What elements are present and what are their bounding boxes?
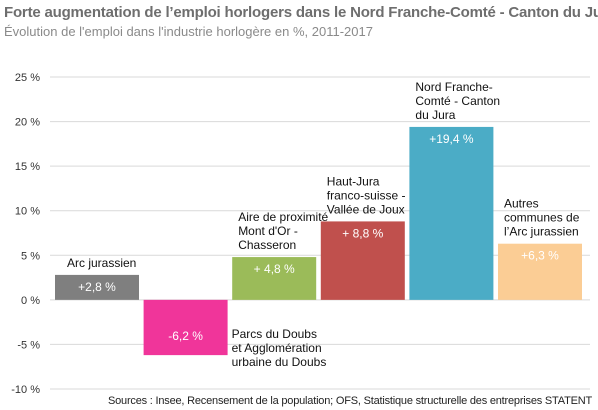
y-tick-label: 0 % — [21, 295, 40, 307]
data-label: + 4,8 % — [254, 262, 295, 276]
bar — [498, 243, 582, 300]
data-label: +6,3 % — [521, 249, 559, 263]
bar — [232, 257, 317, 300]
bar — [143, 299, 228, 356]
category-label: Parcs du Doubs et Agglomération urbaine du… — [232, 327, 327, 369]
data-label: +2,8 % — [78, 280, 116, 294]
category-label: Autres communes de l’Arc jurassien — [504, 197, 580, 239]
category-label: Arc jurassien — [67, 256, 136, 270]
y-axis: 25 % 20 % 15 % 10 % 5 % 0 % -5 % -10 % — [11, 72, 40, 396]
y-tick-label: -5 % — [17, 339, 40, 351]
bar — [409, 126, 494, 300]
data-label: -6,2 % — [168, 329, 203, 343]
category-label: Nord Franche-Comté - Canton du Jura — [415, 80, 500, 122]
category-label: Haut-Jura franco-suisse -Vallée de Joux — [327, 174, 406, 216]
chart-title: Forte augmentation de l’emploi horlogers… — [4, 4, 598, 21]
bar-layer: +2,8 % Arc jurassien -6,2 % Parcs du Doubs e… — [55, 80, 582, 369]
category-label: Aire de proximité Mont d'Or -Chasseron — [238, 210, 328, 252]
chart-subtitle: Évolution de l'emploi dans l'industrie h… — [4, 24, 373, 39]
bar — [320, 221, 405, 300]
grid-layer — [50, 76, 590, 390]
y-tick-label: 20 % — [15, 117, 40, 129]
bar — [55, 274, 139, 300]
data-label: + 8,8 % — [342, 226, 383, 240]
data-label: +19,4 % — [429, 132, 474, 146]
y-tick-label: -10 % — [11, 384, 40, 396]
chart-source: Sources : Insee, Recensement de la popul… — [108, 395, 592, 407]
y-tick-label: 25 % — [15, 72, 40, 84]
y-tick-label: 5 % — [21, 250, 40, 262]
y-tick-label: 15 % — [15, 161, 40, 173]
y-tick-label: 10 % — [15, 206, 40, 218]
